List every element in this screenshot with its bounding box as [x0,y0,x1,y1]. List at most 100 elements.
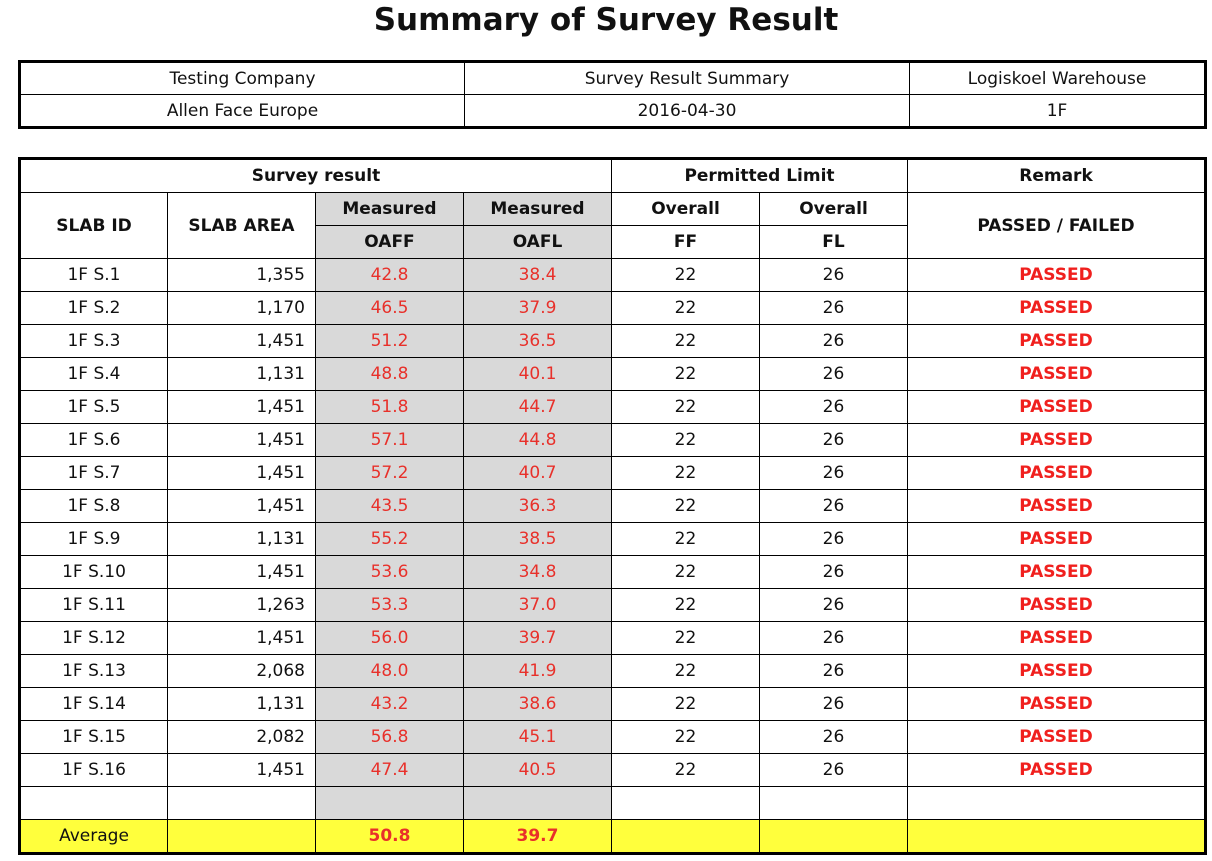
ff-limit-cell: 22 [611,324,760,358]
header-ff: FF [611,225,760,259]
info-row: Testing Company Survey Result Summary Lo… [19,61,1206,95]
average-row: Average 50.8 39.7 [19,819,1206,854]
ff-limit-cell: 22 [611,390,760,424]
slab-id-cell: 1F S.2 [19,291,168,325]
remark-cell: PASSED [907,753,1206,787]
ff-limit-cell: 22 [611,456,760,490]
oaff-cell: 48.0 [315,654,464,688]
header-measured-oaff: Measured [315,192,464,226]
fl-limit-cell: 26 [759,324,908,358]
ff-limit-cell: 22 [611,588,760,622]
slab-id-cell: 1F S.15 [19,720,168,754]
fl-limit-cell: 26 [759,522,908,556]
fl-limit-cell: 26 [759,258,908,292]
slab-id-cell: 1F S.1 [19,258,168,292]
fl-limit-cell: 26 [759,357,908,391]
table-row: 1F S.2 1,170 46.5 37.9 22 26 PASSED [19,291,1206,325]
oaff-cell: 56.0 [315,621,464,655]
slab-id-cell: 1F S.14 [19,687,168,721]
header-fl: FL [759,225,908,259]
table-row: 1F S.7 1,451 57.2 40.7 22 26 PASSED [19,456,1206,490]
slab-id-cell: 1F S.5 [19,390,168,424]
oaff-cell: 42.8 [315,258,464,292]
oafl-cell: 38.5 [463,522,612,556]
slab-id-cell: 1F S.6 [19,423,168,457]
slab-id-cell: 1F S.4 [19,357,168,391]
blank-cell [19,786,168,820]
blank-cell [315,786,464,820]
slab-id-cell: 1F S.11 [19,588,168,622]
blank-row [19,786,1206,820]
header-permitted-limit: Permitted Limit [611,158,908,193]
average-ff [611,819,760,854]
info-label-site: Logiskoel Warehouse [909,61,1206,95]
oaff-cell: 47.4 [315,753,464,787]
remark-cell: PASSED [907,324,1206,358]
table-row: 1F S.1 1,355 42.8 38.4 22 26 PASSED [19,258,1206,292]
ff-limit-cell: 22 [611,489,760,523]
remark-cell: PASSED [907,654,1206,688]
table-row: 1F S.16 1,451 47.4 40.5 22 26 PASSED [19,753,1206,787]
remark-cell: PASSED [907,456,1206,490]
oafl-cell: 40.5 [463,753,612,787]
header-overall-ff: Overall [611,192,760,226]
remark-cell: PASSED [907,555,1206,589]
oaff-cell: 43.5 [315,489,464,523]
remark-cell: PASSED [907,687,1206,721]
fl-limit-cell: 26 [759,753,908,787]
blank-cell [167,786,316,820]
survey-table: Survey result Permitted Limit Remark SLA… [18,157,1207,855]
table-row: 1F S.5 1,451 51.8 44.7 22 26 PASSED [19,390,1206,424]
header-slab-id: SLAB ID [19,192,168,259]
header-oaff: OAFF [315,225,464,259]
oaff-cell: 53.6 [315,555,464,589]
oafl-cell: 44.8 [463,423,612,457]
table-row: 1F S.11 1,263 53.3 37.0 22 26 PASSED [19,588,1206,622]
header-row-group: Survey result Permitted Limit Remark [19,158,1206,193]
header-measured-oafl: Measured [463,192,612,226]
slab-id-cell: 1F S.10 [19,555,168,589]
header-overall-fl: Overall [759,192,908,226]
slab-id-cell: 1F S.3 [19,324,168,358]
blank-cell [759,786,908,820]
info-date-value: 2016-04-30 [464,94,910,128]
header-row-top: SLAB ID SLAB AREA Measured Measured Over… [19,192,1206,259]
slab-area-cell: 2,082 [167,720,316,754]
remark-cell: PASSED [907,621,1206,655]
oaff-cell: 43.2 [315,687,464,721]
oafl-cell: 40.1 [463,357,612,391]
remark-cell: PASSED [907,357,1206,391]
slab-area-cell: 1,131 [167,522,316,556]
remark-cell: PASSED [907,423,1206,457]
info-floor-value: 1F [909,94,1206,128]
header-remark: Remark [907,158,1206,193]
table-row: 1F S.4 1,131 48.8 40.1 22 26 PASSED [19,357,1206,391]
average-oafl: 39.7 [463,819,612,854]
info-label-company: Testing Company [19,61,465,95]
slab-area-cell: 1,451 [167,621,316,655]
table-row: 1F S.12 1,451 56.0 39.7 22 26 PASSED [19,621,1206,655]
table-row: 1F S.8 1,451 43.5 36.3 22 26 PASSED [19,489,1206,523]
table-row: 1F S.14 1,131 43.2 38.6 22 26 PASSED [19,687,1206,721]
oafl-cell: 41.9 [463,654,612,688]
header-survey-result: Survey result [19,158,612,193]
header-row-bottom: OAFF OAFL FF FL [20,225,1206,259]
oaff-cell: 55.2 [315,522,464,556]
oaff-cell: 46.5 [315,291,464,325]
slab-area-cell: 1,451 [167,456,316,490]
slab-area-cell: 1,355 [167,258,316,292]
fl-limit-cell: 26 [759,555,908,589]
fl-limit-cell: 26 [759,456,908,490]
slab-area-cell: 1,131 [167,687,316,721]
info-table: Testing Company Survey Result Summary Lo… [18,60,1207,129]
remark-cell: PASSED [907,588,1206,622]
oaff-cell: 53.3 [315,588,464,622]
average-label: Average [19,819,168,854]
oafl-cell: 39.7 [463,621,612,655]
slab-area-cell: 2,068 [167,654,316,688]
header-oafl: OAFL [463,225,612,259]
blank-cell [463,786,612,820]
ff-limit-cell: 22 [611,357,760,391]
remark-cell: PASSED [907,291,1206,325]
fl-limit-cell: 26 [759,588,908,622]
